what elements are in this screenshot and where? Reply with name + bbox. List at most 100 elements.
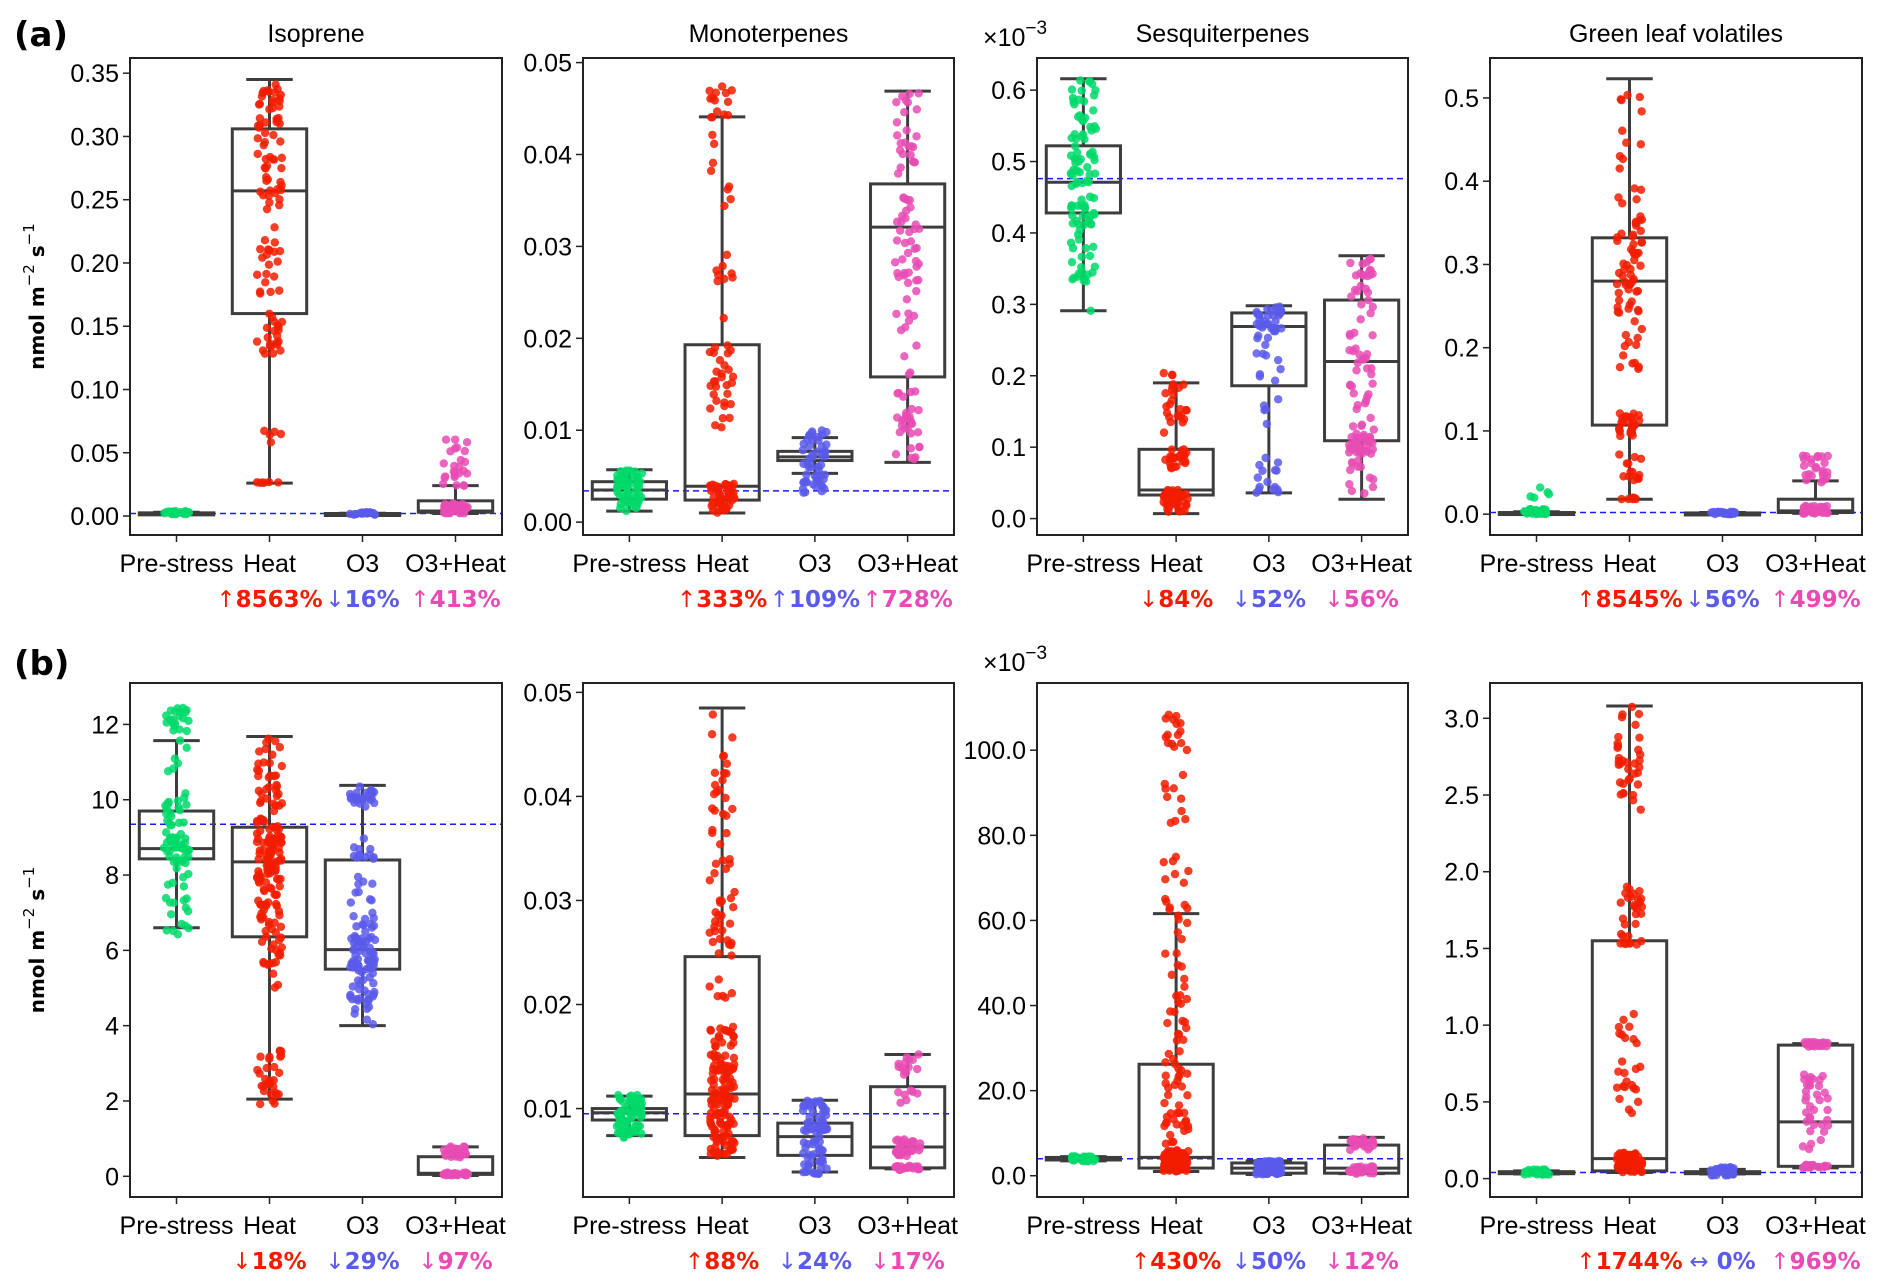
x-tick-label: O3+Heat	[857, 550, 958, 578]
data-point	[1815, 1075, 1824, 1085]
data-point	[728, 733, 737, 742]
data-point	[1174, 1030, 1184, 1039]
data-point	[893, 1135, 902, 1144]
percent-change-label: ↑499%	[1770, 587, 1860, 613]
data-point	[1085, 251, 1095, 261]
x-tick-label: O3+Heat	[1765, 550, 1866, 578]
x-tick-label: Pre-stress	[120, 550, 234, 578]
data-point	[1178, 1121, 1187, 1130]
data-point	[1636, 1160, 1645, 1170]
y-tick-label: 0.02	[523, 992, 572, 1020]
data-point	[271, 801, 280, 810]
data-point	[723, 349, 733, 358]
data-point	[1160, 1098, 1169, 1108]
data-point	[726, 1083, 736, 1093]
data-point	[706, 1026, 715, 1035]
data-point	[1163, 1018, 1172, 1028]
data-point	[1619, 1015, 1628, 1025]
data-point	[1623, 1158, 1632, 1168]
data-point	[1820, 458, 1829, 468]
data-point	[268, 750, 277, 759]
data-point	[262, 738, 271, 747]
data-point	[370, 935, 380, 945]
data-point	[1270, 1167, 1279, 1177]
data-point	[1180, 1018, 1190, 1027]
data-point	[1622, 882, 1632, 892]
y-tick-label: 0.0	[991, 1163, 1026, 1191]
data-point	[462, 438, 472, 447]
data-point	[1615, 1094, 1624, 1104]
data-point	[262, 176, 271, 186]
data-point	[268, 155, 277, 164]
data-point	[1612, 1083, 1622, 1092]
data-point	[914, 89, 923, 98]
axis-scale-label: ×10−3	[983, 643, 1047, 677]
data-point	[1619, 351, 1628, 360]
y-tick-label: 0.1	[991, 434, 1026, 462]
data-point	[255, 849, 264, 858]
data-point	[709, 348, 718, 357]
data-point	[1813, 504, 1823, 513]
data-point	[723, 97, 733, 107]
box-heat	[230, 78, 309, 485]
data-point	[1072, 148, 1082, 157]
data-point	[1067, 85, 1077, 94]
data-point	[1090, 210, 1099, 219]
data-point	[1823, 1115, 1832, 1125]
data-point	[725, 855, 734, 864]
data-point	[721, 793, 730, 803]
data-point	[623, 481, 632, 491]
data-point	[1357, 421, 1366, 431]
data-point	[1630, 452, 1639, 462]
data-point	[728, 1022, 738, 1032]
data-point	[718, 413, 727, 423]
data-point	[178, 703, 188, 713]
data-point	[1621, 939, 1630, 949]
data-point	[438, 479, 448, 489]
data-point	[254, 771, 263, 781]
data-point	[1614, 1022, 1624, 1032]
data-point	[259, 815, 268, 825]
data-point	[1172, 719, 1181, 729]
y-tick-label: 2.5	[1444, 782, 1479, 810]
x-tick-label: Heat	[1603, 1212, 1656, 1240]
data-point	[725, 919, 735, 928]
data-point	[369, 854, 378, 863]
data-point	[723, 482, 733, 492]
data-point	[164, 797, 173, 807]
points-o3	[1252, 1156, 1286, 1179]
data-point	[908, 1142, 918, 1152]
data-point	[1088, 147, 1097, 157]
data-point	[706, 404, 715, 413]
data-point	[1615, 164, 1624, 173]
data-point	[260, 426, 269, 436]
data-point	[1258, 323, 1267, 332]
data-point	[907, 453, 916, 463]
data-point	[815, 1144, 825, 1153]
data-point	[182, 800, 191, 809]
data-point	[1614, 193, 1623, 202]
data-point	[1167, 445, 1177, 454]
y-tick-label: 8	[105, 862, 119, 890]
data-point	[271, 736, 280, 746]
data-point	[1179, 1108, 1189, 1118]
data-point	[900, 138, 910, 147]
data-point	[1618, 418, 1627, 428]
data-point	[1636, 894, 1646, 903]
data-point	[1078, 132, 1087, 141]
data-point	[1635, 886, 1644, 896]
data-point	[710, 768, 720, 778]
data-point	[1368, 445, 1378, 454]
data-point	[172, 864, 181, 873]
data-point	[1073, 230, 1083, 239]
x-tick-label: Heat	[1150, 550, 1203, 578]
y-tick-label: 0.4	[991, 220, 1026, 248]
data-point	[1614, 296, 1624, 305]
data-point	[276, 874, 285, 884]
data-point	[1161, 714, 1170, 723]
data-point	[723, 1122, 732, 1132]
data-point	[1366, 413, 1375, 423]
y-tick-label: 0.3	[991, 291, 1026, 319]
data-point	[1345, 480, 1354, 489]
data-point	[264, 782, 274, 792]
